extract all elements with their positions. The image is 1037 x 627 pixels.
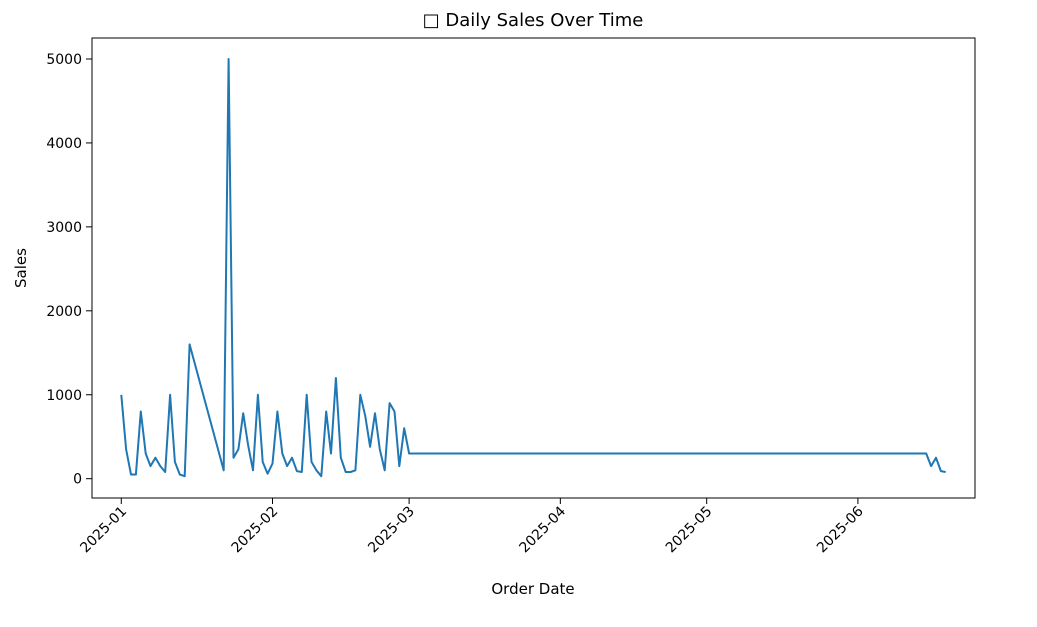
x-tick-label: 2025-04 <box>516 503 569 556</box>
y-tick-label: 0 <box>73 472 82 488</box>
y-axis-label: Sales <box>12 248 30 288</box>
plot-frame <box>91 37 976 499</box>
y-tick-label: 5000 <box>46 52 82 68</box>
x-tick-label: 2025-01 <box>77 504 130 557</box>
x-tick-label: 2025-05 <box>663 504 716 557</box>
sales-series-line <box>120 58 946 478</box>
x-tick-label: 2025-02 <box>229 504 282 557</box>
y-axis: 0 1000 2000 3000 4000 5000 <box>46 52 92 488</box>
x-tick-label: 2025-06 <box>814 503 867 556</box>
y-tick-label: 4000 <box>46 136 82 152</box>
y-tick-label: 2000 <box>46 304 82 320</box>
y-tick-label: 1000 <box>46 388 82 404</box>
x-axis: 2025-01 2025-02 2025-03 2025-04 2025-05 2025-… <box>77 498 867 557</box>
x-axis-label: Order Date <box>491 580 574 598</box>
chart-title: □ Daily Sales Over Time <box>423 10 644 31</box>
x-tick-label: 2025-03 <box>365 504 418 557</box>
y-tick-label: 3000 <box>46 220 82 236</box>
